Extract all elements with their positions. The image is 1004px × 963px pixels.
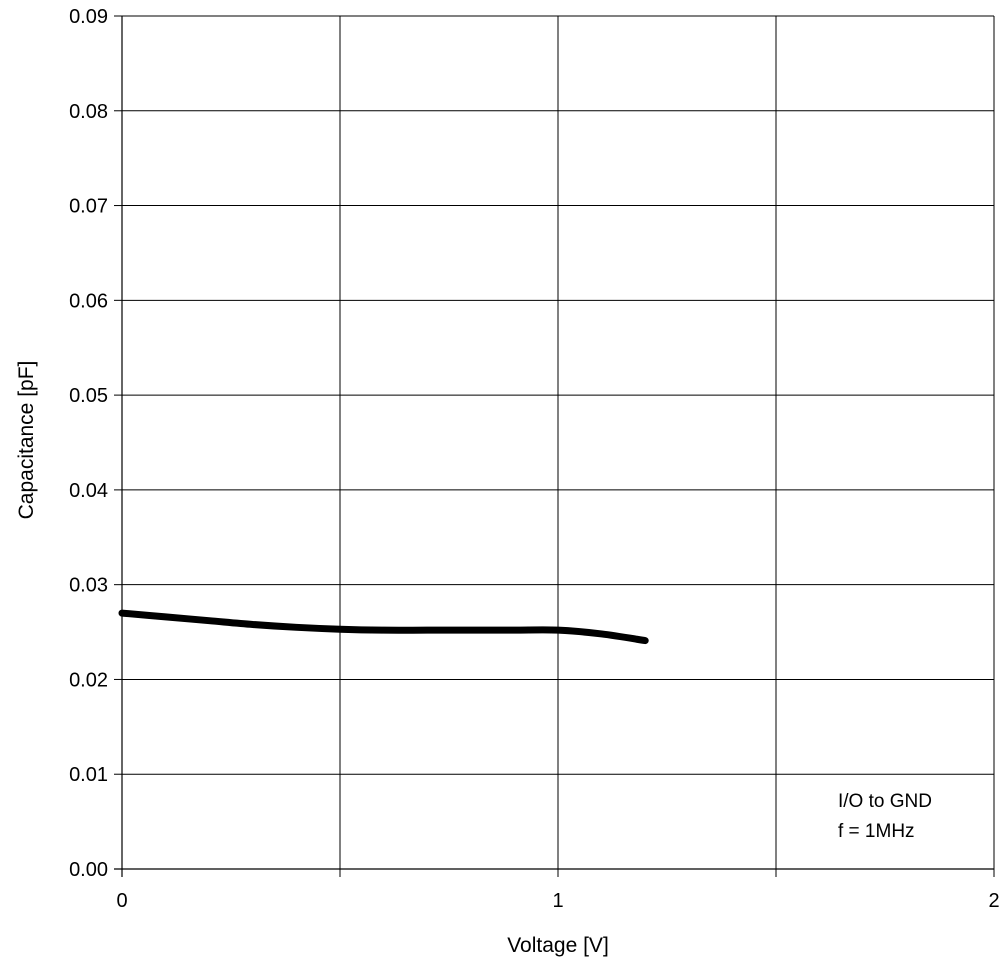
y-tick-label: 0.07 [69,196,108,218]
x-tick-label: 0 [116,890,127,912]
y-tick-label: 0.02 [69,669,108,691]
series-layer [118,609,649,645]
x-tick-label: 1 [552,890,563,912]
y-tick-label: 0.00 [69,859,108,881]
y-axis-title: Capacitance [pF] [15,361,38,520]
annotation-line-2: f = 1MHz [838,821,915,842]
y-tick-label: 0.03 [69,575,108,597]
y-tick-label: 0.08 [69,101,108,123]
y-tick-labels: 0.00 0.01 0.02 0.03 0.04 0.05 0.06 0.07 0.08 0.09 [69,6,108,881]
y-tick-label: 0.04 [69,480,108,502]
grid [121,15,995,870]
x-axis-title: Voltage [V] [507,934,609,957]
y-tick-label: 0.06 [69,290,108,312]
x-tick-labels: 0 1 2 [116,890,999,912]
y-tick-label: 0.01 [69,764,108,786]
y-tick-label: 0.09 [69,6,108,28]
annotation-line-1: I/O to GND [838,791,932,812]
series-line [118,609,649,645]
y-tick-label: 0.05 [69,385,108,407]
axes [114,15,995,877]
x-tick-label: 2 [988,890,999,912]
